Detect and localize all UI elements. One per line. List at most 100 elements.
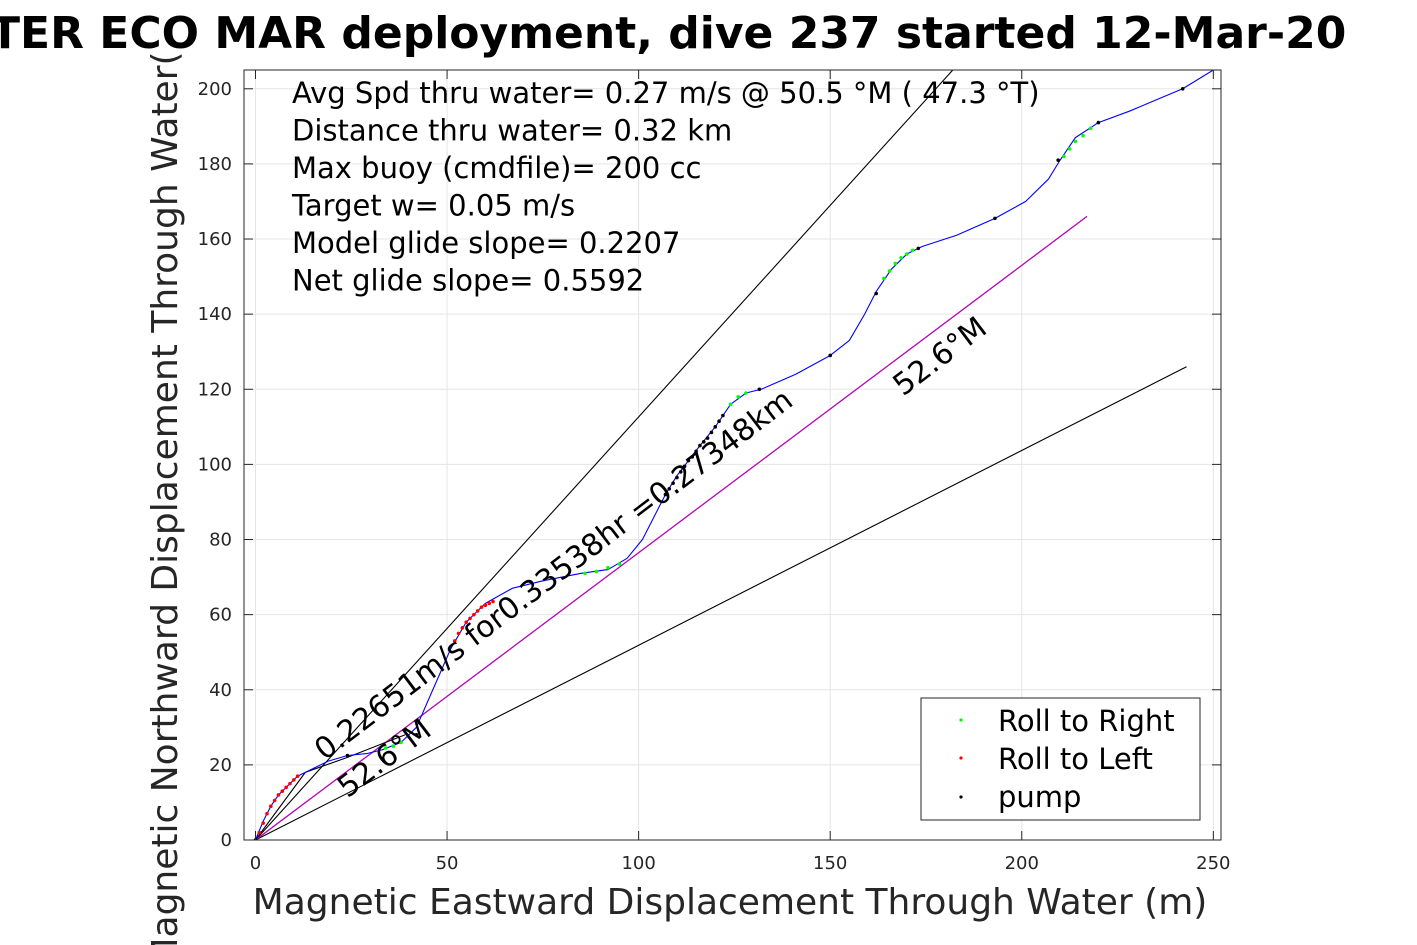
roll-left-point (475, 609, 480, 613)
x-tick-label: 100 (621, 853, 655, 874)
legend-marker-roll-right (959, 718, 963, 722)
y-tick-label: 120 (198, 379, 232, 400)
legend-box (920, 697, 1201, 821)
roll-left-point (452, 639, 457, 643)
pump-point (414, 733, 419, 737)
pump-point (690, 455, 695, 459)
roll-right-point (1088, 126, 1093, 131)
roll-left-point (479, 605, 484, 609)
roll-right-point (391, 744, 396, 748)
roll-right-point (383, 746, 388, 750)
roll-left-point (460, 625, 465, 630)
y-tick-label: 200 (198, 79, 232, 100)
info-line: Distance thru water= 0.32 km (292, 114, 732, 148)
roll-left-point (472, 612, 476, 617)
pump-point (916, 246, 921, 251)
pump-point (828, 353, 832, 358)
info-block: Avg Spd thru water= 0.27 m/s @ 50.5 °M (… (291, 76, 1040, 298)
legend-marker-pump (959, 795, 963, 799)
roll-right-point (606, 565, 610, 570)
roll-right-point (406, 734, 411, 739)
info-line: Target w= 0.05 m/s (291, 189, 575, 223)
roll-right-point (905, 252, 909, 256)
roll-left-point (468, 616, 472, 621)
roll-left-point (265, 811, 269, 816)
info-line: Max buoy (cmdfile)= 200 cc (292, 151, 701, 185)
pump-point (713, 425, 718, 429)
points-layer (253, 86, 1185, 840)
roll-right-point (1062, 154, 1066, 159)
info-line: Model glide slope= 0.2207 (292, 226, 680, 260)
roll-right-point (887, 269, 892, 273)
y-tick-label: 140 (198, 304, 232, 325)
reference-line-lower-bound (255, 366, 1187, 840)
reference-line-cross-line (255, 734, 406, 840)
pump-point (874, 291, 878, 296)
roll-right-point (736, 394, 741, 399)
roll-right-point (893, 261, 898, 266)
roll-left-point (280, 789, 285, 793)
pump-point (721, 413, 725, 418)
roll-left-point (487, 601, 492, 606)
roll-right-point (617, 562, 622, 566)
info-line: Net glide slope= 0.5592 (292, 264, 644, 298)
pump-point (663, 492, 668, 497)
x-tick-label: 250 (1196, 853, 1230, 874)
pump-point (678, 470, 683, 474)
roll-left-point (257, 830, 262, 835)
reference-line-heading-overlay (255, 216, 1088, 840)
roll-right-point (594, 569, 599, 574)
roll-left-point (456, 631, 461, 636)
roll-right-point (1073, 139, 1078, 144)
legend: Roll to Right Roll to Left pump (920, 697, 1201, 821)
pump-point (675, 475, 679, 480)
y-tick-label: 60 (209, 605, 232, 626)
roll-right-point (744, 391, 748, 395)
y-tick-label: 0 (221, 830, 232, 851)
x-axis-label: Magnetic Eastward Displacement Through W… (253, 882, 1208, 923)
roll-left-point (284, 785, 288, 790)
roll-left-point (276, 793, 281, 797)
glider-track-line (254, 70, 1214, 840)
pump-point (757, 387, 762, 392)
x-tick-label: 200 (1005, 853, 1039, 874)
ticks (244, 70, 1221, 841)
roll-left-point (483, 603, 488, 608)
pump-point (705, 436, 710, 440)
roll-right-point (882, 276, 886, 281)
roll-left-point (491, 599, 495, 604)
roll-left-point (295, 774, 300, 778)
pump-point (671, 481, 675, 485)
y-tick-label: 20 (209, 755, 232, 776)
x-tick-label: 0 (250, 853, 261, 874)
x-tick-label: 150 (813, 853, 847, 874)
track-layer (254, 70, 1214, 840)
pump-point (667, 487, 672, 491)
x-tick-label: 50 (436, 853, 459, 874)
roll-right-point (399, 740, 403, 745)
roll-right-point (1081, 133, 1085, 138)
y-tick-label: 100 (198, 454, 232, 475)
y-tick-label: 160 (198, 229, 232, 250)
pump-point (1056, 158, 1060, 162)
pump-point (694, 449, 698, 454)
roll-left-point (272, 798, 277, 803)
chart-title: TER ECO MAR deployment, dive 237 started… (0, 8, 1346, 59)
roll-left-point (261, 821, 265, 825)
roll-right-point (583, 571, 587, 576)
legend-marker-roll-left (959, 756, 963, 760)
roll-right-point (1067, 147, 1072, 151)
pump-point (1096, 120, 1101, 125)
roll-left-point (269, 804, 273, 808)
roll-right-point (910, 248, 915, 253)
y-tick-label: 40 (209, 680, 232, 701)
roll-right-point (728, 402, 733, 407)
info-line: Avg Spd thru water= 0.27 m/s @ 50.5 °M (… (292, 76, 1040, 110)
roll-left-point (292, 778, 296, 782)
grid (244, 70, 1221, 841)
pump-point (345, 753, 350, 758)
legend-label-roll-left: Roll to Left (998, 742, 1153, 776)
pump-point (993, 216, 997, 221)
legend-label-pump: pump (998, 780, 1081, 814)
